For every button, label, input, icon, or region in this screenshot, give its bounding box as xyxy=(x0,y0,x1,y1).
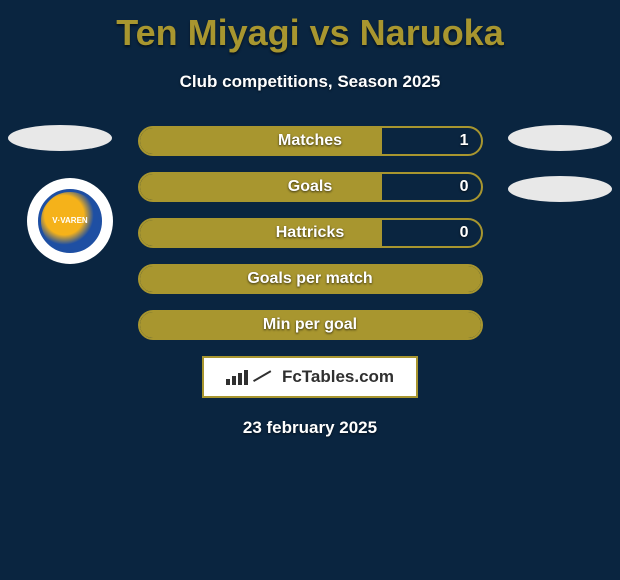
page-subtitle: Club competitions, Season 2025 xyxy=(0,72,620,92)
bar-icon xyxy=(238,373,242,385)
brand-bars-icon xyxy=(226,370,248,385)
stat-fill xyxy=(140,128,382,154)
stat-value-right: 0 xyxy=(460,224,469,242)
bar-icon xyxy=(226,379,230,385)
player-avatar-left xyxy=(8,125,112,151)
player-avatar-right xyxy=(508,125,612,151)
stat-row: Goals per match xyxy=(138,264,483,294)
club-badge-right-placeholder xyxy=(508,176,612,202)
stat-fill xyxy=(140,174,382,200)
bar-icon xyxy=(244,370,248,385)
stat-row: Min per goal xyxy=(138,310,483,340)
stat-label: Matches xyxy=(278,132,342,150)
brand-text: FcTables.com xyxy=(282,367,394,387)
stat-value-right: 1 xyxy=(460,132,469,150)
club-badge-left: V·VAREN xyxy=(27,178,113,264)
stat-value-right: 0 xyxy=(460,178,469,196)
stat-row: Matches 1 xyxy=(138,126,483,156)
trend-line-icon xyxy=(254,370,276,384)
stat-label: Hattricks xyxy=(276,224,344,242)
page-title: Ten Miyagi vs Naruoka xyxy=(0,0,620,54)
club-badge-inner: V·VAREN xyxy=(38,189,102,253)
stat-label: Goals xyxy=(288,178,332,196)
brand-watermark: FcTables.com xyxy=(202,356,418,398)
stat-row: Hattricks 0 xyxy=(138,218,483,248)
bar-icon xyxy=(232,376,236,385)
stat-fill xyxy=(140,220,382,246)
stat-label: Goals per match xyxy=(247,270,372,288)
date-label: 23 february 2025 xyxy=(0,418,620,438)
stat-label: Min per goal xyxy=(263,316,357,334)
stat-row: Goals 0 xyxy=(138,172,483,202)
